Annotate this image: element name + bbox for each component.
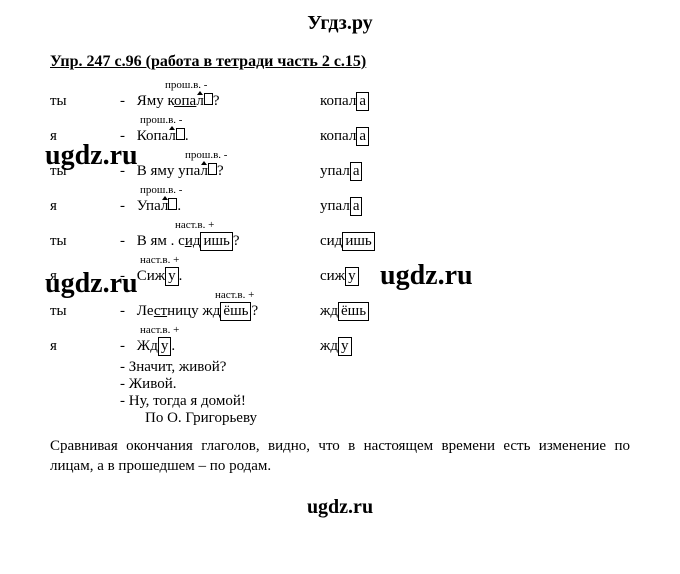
exercise-row: прош.в. -я- Копал.копала bbox=[50, 127, 630, 149]
answer: копала bbox=[320, 127, 369, 146]
answer: ждёшь bbox=[320, 302, 369, 321]
exercise-row: наст.в. +ты- В ям . сидишь?сидишь bbox=[50, 232, 630, 254]
phrase: - В яму упал? bbox=[120, 163, 320, 180]
answer: упала bbox=[320, 197, 362, 216]
answer: сижу bbox=[320, 267, 359, 286]
conclusion-text: Сравнивая окончания глаголов, видно, что… bbox=[50, 437, 630, 476]
pronoun: я bbox=[50, 338, 120, 355]
tense-annotation: прош.в. - bbox=[140, 184, 182, 196]
exercise-row: прош.в. -я- Упал.упала bbox=[50, 197, 630, 219]
phrase: - В ям . сидишь? bbox=[120, 232, 320, 251]
tail-lines: - Значит, живой?- Живой.- Ну, тогда я до… bbox=[50, 359, 630, 410]
pronoun: я bbox=[50, 198, 120, 215]
pronoun: я bbox=[50, 268, 120, 285]
phrase: - Копал. bbox=[120, 128, 320, 145]
answer: упала bbox=[320, 162, 362, 181]
answer: жду bbox=[320, 337, 352, 356]
exercise-row: наст.в. +я- Сижу.сижу bbox=[50, 267, 630, 289]
tense-annotation: наст.в. + bbox=[215, 289, 254, 301]
exercise-row: наст.в. +ты- Лестницу ждёшь?ждёшь bbox=[50, 302, 630, 324]
tense-annotation: наст.в. + bbox=[140, 324, 179, 336]
phrase: - Яму копал? bbox=[120, 93, 320, 110]
header-watermark: Угдз.ру bbox=[50, 12, 630, 35]
tense-annotation: прош.в. - bbox=[140, 114, 182, 126]
tense-annotation: наст.в. + bbox=[140, 254, 179, 266]
author-line: По О. Григорьеву bbox=[145, 410, 630, 427]
answer: копала bbox=[320, 92, 369, 111]
phrase: - Сижу. bbox=[120, 267, 320, 286]
phrase: - Упал. bbox=[120, 198, 320, 215]
tense-annotation: прош.в. - bbox=[165, 79, 207, 91]
phrase: - Лестницу ждёшь? bbox=[120, 302, 320, 321]
tense-annotation: наст.в. + bbox=[175, 219, 214, 231]
footer-watermark: ugdz.ru bbox=[50, 496, 630, 519]
pronoun: ты bbox=[50, 163, 120, 180]
tense-annotation: прош.в. - bbox=[185, 149, 227, 161]
exercise-rows: прош.в. -ты- Яму копал?копалапрош.в. -я-… bbox=[50, 79, 630, 359]
pronoun: ты bbox=[50, 303, 120, 320]
dialogue-line: - Ну, тогда я домой! bbox=[120, 393, 630, 410]
exercise-row: наст.в. +я- Жду.жду bbox=[50, 337, 630, 359]
phrase: - Жду. bbox=[120, 337, 320, 356]
pronoun: я bbox=[50, 128, 120, 145]
exercise-title: Упр. 247 с.96 (работа в тетради часть 2 … bbox=[50, 53, 630, 71]
answer: сидишь bbox=[320, 232, 375, 251]
exercise-row: прош.в. -ты- В яму упал?упала bbox=[50, 162, 630, 184]
dialogue-line: - Значит, живой? bbox=[120, 359, 630, 376]
pronoun: ты bbox=[50, 93, 120, 110]
dialogue-line: - Живой. bbox=[120, 376, 630, 393]
exercise-row: прош.в. -ты- Яму копал?копала bbox=[50, 92, 630, 114]
pronoun: ты bbox=[50, 233, 120, 250]
